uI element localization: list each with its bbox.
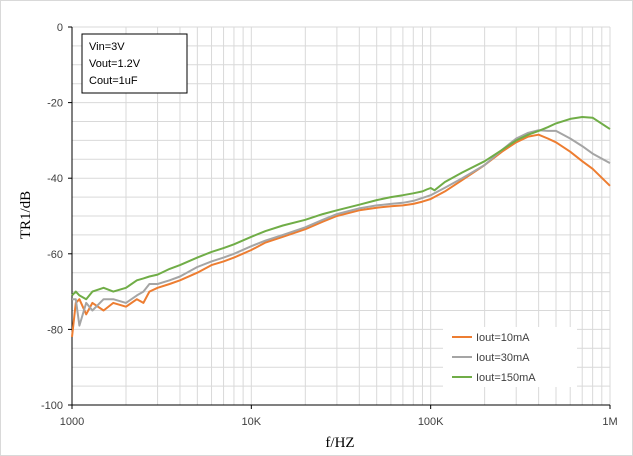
y-tick-labels: 0 -20 -40 -60 -80 -100 xyxy=(41,22,63,412)
series-line-iout-30ma xyxy=(72,129,611,327)
y-tick-label: -100 xyxy=(41,400,63,412)
y-tick-label: -20 xyxy=(47,98,63,110)
x-axis-label: f/HZ xyxy=(325,435,354,451)
x-tick-labels: 1000 10K 100K 1M xyxy=(60,416,618,428)
legend-label-iout-150ma: Iout=150mA xyxy=(476,372,536,384)
legend-label-iout-10ma: Iout=10mA xyxy=(476,332,530,344)
y-tick-label: -60 xyxy=(47,249,63,261)
annotation-line-3: Cout=1uF xyxy=(89,75,138,87)
x-tick-label: 1000 xyxy=(60,416,84,428)
x-tick-label: 1M xyxy=(602,416,617,428)
x-tick-label: 100K xyxy=(418,416,444,428)
series-line-iout-10ma xyxy=(71,133,611,338)
x-tick-label: 10K xyxy=(242,416,262,428)
annotation-box: Vin=3V Vout=1.2V Cout=1uF xyxy=(81,33,188,94)
y-tick-label: -80 xyxy=(47,324,63,336)
annotation-line-2: Vout=1.2V xyxy=(89,58,141,70)
axes xyxy=(68,26,611,409)
y-axis-label: TR1/dB xyxy=(18,191,34,239)
annotation-line-1: Vin=3V xyxy=(89,41,125,53)
y-tick-label: 0 xyxy=(57,22,63,34)
series-lines xyxy=(71,116,611,338)
series-line-iout-150ma xyxy=(71,116,611,301)
legend: Iout=10mA Iout=30mA Iout=150mA xyxy=(443,327,577,387)
y-tick-label: -40 xyxy=(47,173,63,185)
legend-label-iout-30ma: Iout=30mA xyxy=(476,352,530,364)
